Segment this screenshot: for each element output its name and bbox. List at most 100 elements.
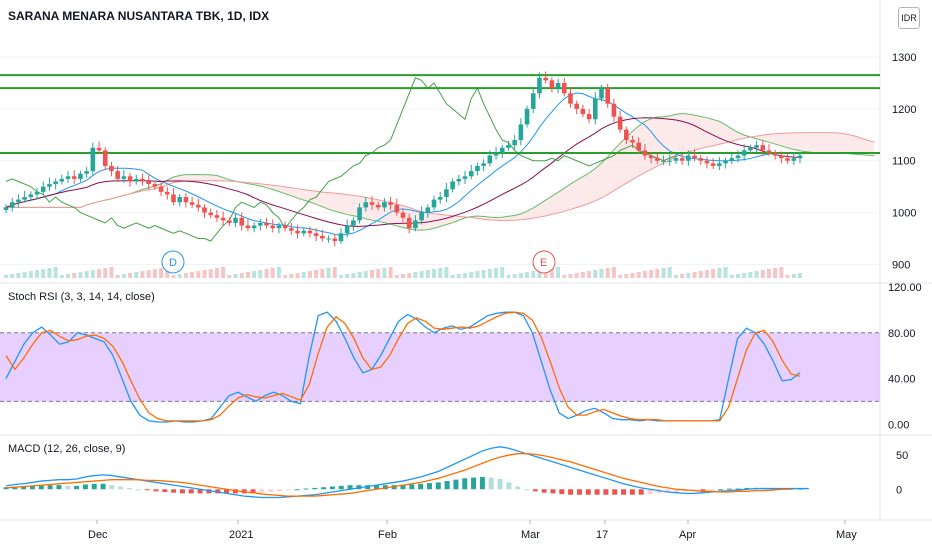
volume-bar xyxy=(276,267,281,278)
macd-histogram-bar xyxy=(409,484,415,490)
candle-body xyxy=(28,194,34,198)
macd-histogram-bar xyxy=(665,489,671,493)
candle-body xyxy=(96,147,102,151)
candle-body xyxy=(754,145,759,148)
volume-bar xyxy=(196,271,201,278)
macd-histogram-bar xyxy=(426,483,432,490)
volume-bar xyxy=(332,267,337,278)
volume-bar xyxy=(66,274,71,278)
candle-body xyxy=(785,158,790,161)
candle-body xyxy=(617,116,623,130)
volume-bar xyxy=(630,273,635,278)
candle-body xyxy=(9,202,15,208)
candle-body xyxy=(605,88,611,104)
candle-body xyxy=(431,199,437,208)
volume-bar xyxy=(382,268,387,278)
candle-body xyxy=(679,158,685,161)
volume-bar xyxy=(587,271,592,278)
candle-body xyxy=(518,124,524,140)
candle-body xyxy=(208,212,214,216)
volume-bar xyxy=(636,272,641,278)
candle-body xyxy=(53,181,58,185)
volume-bar xyxy=(605,268,610,278)
candle-body xyxy=(524,108,530,125)
volume-bar xyxy=(183,273,188,278)
volume-bar xyxy=(549,268,554,278)
candle-body xyxy=(766,150,772,153)
volume-bar xyxy=(115,275,120,278)
volume-bar xyxy=(413,272,418,278)
candle-body xyxy=(760,145,766,151)
volume-bar xyxy=(338,275,343,278)
volume-bar xyxy=(711,269,716,278)
candle-body xyxy=(214,215,220,218)
volume-bar xyxy=(264,269,269,278)
volume-bar xyxy=(214,268,219,278)
volume-bar xyxy=(748,272,753,278)
macd-histogram-bar xyxy=(162,489,168,492)
macd-histogram-bar xyxy=(285,489,291,491)
candle-body xyxy=(468,171,474,177)
macd-histogram-bar xyxy=(594,489,600,495)
candle-body xyxy=(717,163,722,166)
volume-bar xyxy=(78,272,83,278)
volume-bar xyxy=(41,269,46,278)
candle-body xyxy=(270,225,276,229)
macd-histogram-bar xyxy=(38,485,44,490)
candle-body xyxy=(121,176,127,179)
volume-bar xyxy=(221,267,226,278)
candle-body xyxy=(382,202,387,208)
volume-bar xyxy=(562,275,567,278)
volume-bar xyxy=(59,275,64,278)
macd-histogram-bar xyxy=(735,488,741,490)
volume-bar xyxy=(450,275,455,278)
macd-histogram-bar xyxy=(118,486,124,490)
volume-bar xyxy=(159,268,164,278)
volume-bar xyxy=(593,270,598,278)
candle-body xyxy=(419,212,424,221)
candle-body xyxy=(320,235,325,239)
volume-bar xyxy=(388,267,393,278)
candle-body xyxy=(140,178,145,182)
volume-bar xyxy=(394,275,399,278)
volume-bar xyxy=(599,269,604,278)
price-tick-label: 1000 xyxy=(892,208,916,220)
macd-histogram-bar xyxy=(171,489,177,493)
candle-body xyxy=(344,225,350,234)
macd-histogram-bar xyxy=(391,485,397,490)
candle-body xyxy=(692,155,697,159)
candle-body xyxy=(698,158,704,161)
candle-body xyxy=(506,145,511,148)
volume-bar xyxy=(314,270,319,278)
time-tick-label: 2021 xyxy=(229,529,253,541)
volume-bar xyxy=(84,271,89,278)
volume-bar xyxy=(425,270,430,278)
candle-body xyxy=(289,228,294,231)
conversion-line xyxy=(5,92,801,236)
ichimoku-cloud xyxy=(6,113,875,231)
volume-bar xyxy=(357,272,362,278)
candle-body xyxy=(735,155,741,159)
candle-body xyxy=(152,184,158,187)
candle-body xyxy=(258,222,263,226)
candle-body xyxy=(568,93,573,104)
macd-histogram-bar xyxy=(224,489,230,494)
volume-bar xyxy=(171,275,176,278)
currency-badge[interactable]: IDR xyxy=(898,7,920,29)
volume-bar xyxy=(680,274,685,278)
candle-body xyxy=(276,225,282,229)
cloud-span-a xyxy=(6,112,875,231)
event-marker xyxy=(532,250,556,274)
volume-bar xyxy=(444,267,449,278)
volume-bar xyxy=(103,268,108,278)
volume-bar xyxy=(481,270,486,278)
volume-bar xyxy=(140,271,145,278)
macd-histogram-bar xyxy=(559,489,565,495)
volume-bar xyxy=(438,268,443,278)
macd-histogram-bar xyxy=(568,489,574,495)
candle-body xyxy=(251,225,257,229)
macd-histogram-bar xyxy=(338,485,344,490)
macd-histogram-bar xyxy=(365,485,371,490)
volume-bar xyxy=(90,270,95,278)
volume-bar xyxy=(661,268,666,278)
